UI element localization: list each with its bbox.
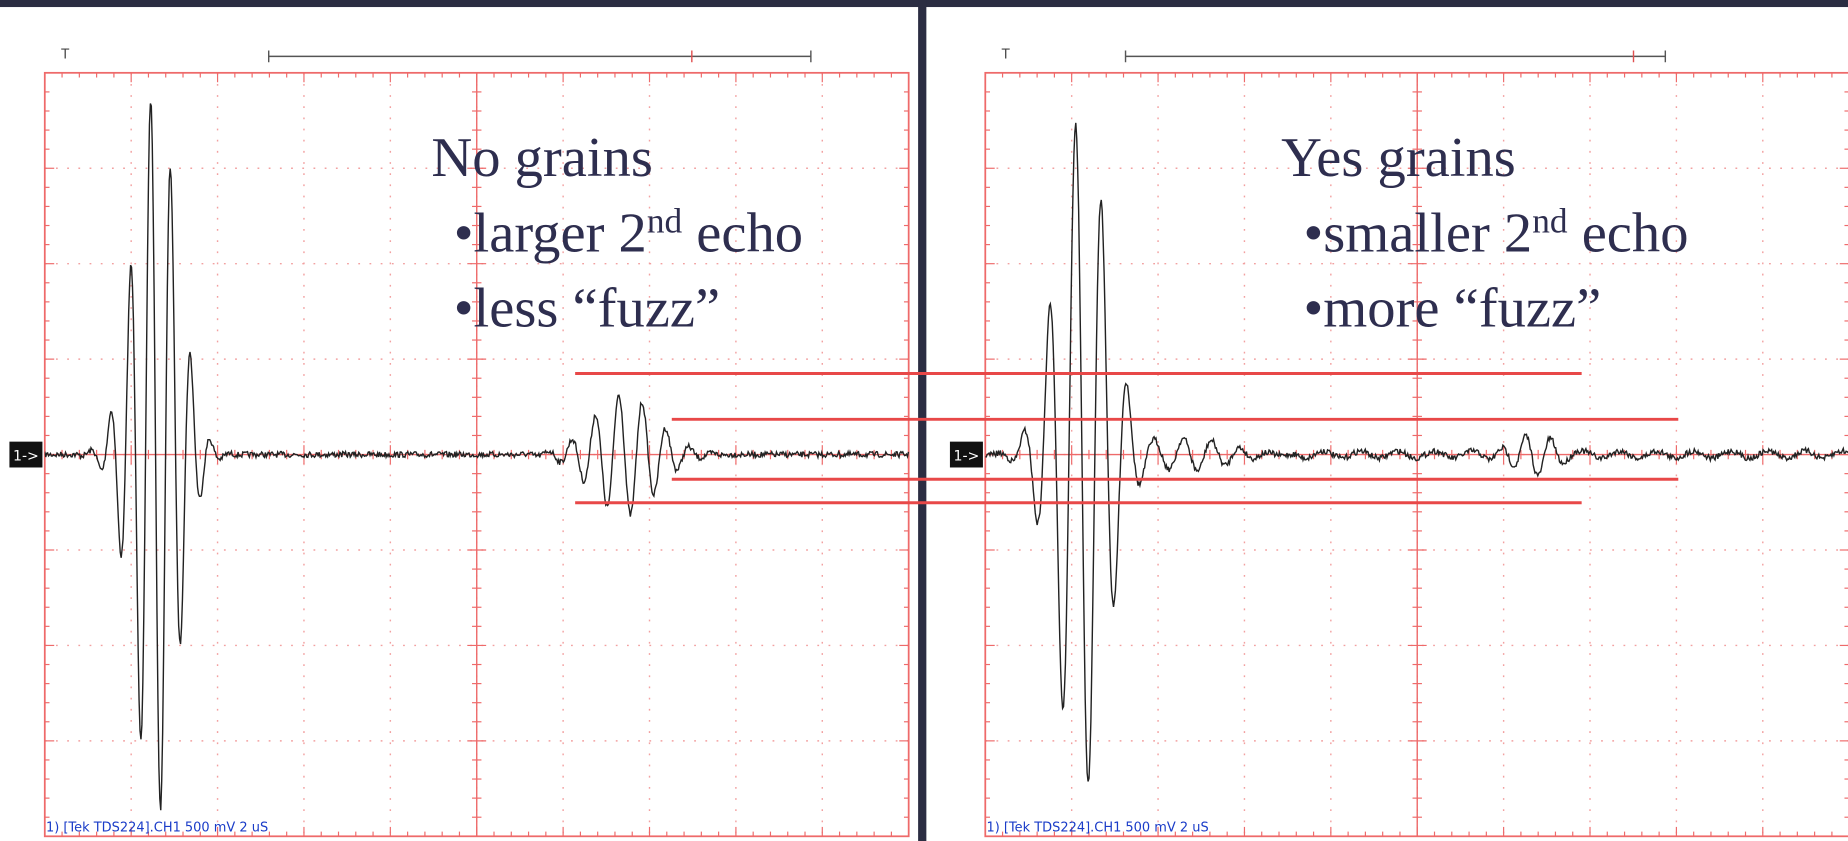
bullet: •more “fuzz”	[1304, 278, 1602, 340]
superscript: nd	[647, 202, 683, 241]
bullet: •smaller 2nd echo	[1304, 202, 1689, 265]
bullet-text: •smaller 2	[1304, 202, 1533, 264]
page: T 1-> 1) [Tek TDS224].CH1 500 mV 2 uS T 1->…	[0, 0, 1848, 841]
bullet: •larger 2nd echo	[454, 202, 803, 265]
slide: T 1-> 1) [Tek TDS224].CH1 500 mV 2 uS T 1->…	[0, 0, 1848, 841]
bullet-text: •larger 2	[454, 202, 647, 264]
superscript: nd	[1532, 202, 1568, 241]
status-line: 1) [Tek TDS224].CH1 500 mV 2 uS	[46, 821, 268, 836]
bullet-text: echo	[1568, 202, 1689, 264]
trigger-marker: T	[1001, 48, 1010, 63]
bullet-text: echo	[682, 202, 803, 264]
bullet: •less “fuzz”	[454, 278, 720, 340]
panel-title: No grains	[431, 127, 653, 189]
status-line: 1) [Tek TDS224].CH1 500 mV 2 uS	[986, 821, 1208, 836]
trigger-marker: T	[60, 48, 69, 63]
panel-title: Yes grains	[1281, 127, 1516, 189]
channel-marker: 1->	[13, 448, 39, 464]
channel-marker: 1->	[953, 448, 979, 464]
